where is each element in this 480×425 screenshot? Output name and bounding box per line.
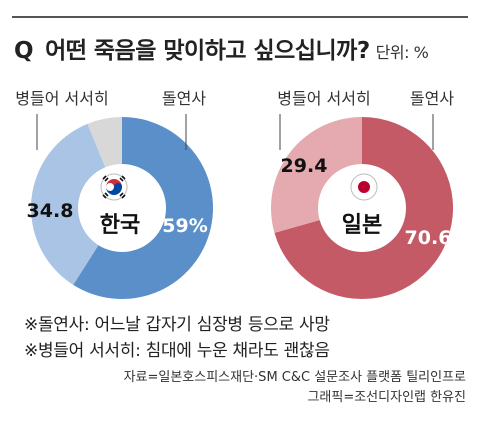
note-sudden-death: ※돌연사: 어느날 갑자기 심장병 등으로 사망	[24, 312, 330, 338]
korea-donut: 한국 59% 34.8 병들어 서서히 돌연사	[15, 89, 213, 299]
korea-legend-sudden: 돌연사	[162, 89, 206, 108]
source-line: 자료=일본호스피스재단·SM C&C 설문조사 플랫폼 틸리인프로	[124, 368, 466, 388]
notes-block: ※돌연사: 어느날 갑자기 심장병 등으로 사망 ※병들어 서서히: 침대에 누…	[24, 312, 330, 364]
japan-sudden-value: 70.6	[405, 227, 452, 249]
korea-flag-icon	[101, 174, 127, 200]
korea-gradual-value: 34.8	[27, 200, 74, 222]
japan-legend-sudden: 돌연사	[410, 89, 454, 108]
korea-country-label: 한국	[100, 213, 140, 238]
japan-legend-gradual: 병들어 서서히	[277, 89, 370, 108]
korea-sudden-value: 59%	[162, 215, 207, 237]
graphic-credit: 그래픽=조선디자인랩 한유진	[124, 388, 466, 408]
japan-country-label: 일본	[342, 213, 382, 238]
note-gradual-illness: ※병들어 서서히: 침대에 누운 채라도 괜찮음	[24, 338, 330, 364]
japan-gradual-value: 29.4	[281, 155, 328, 177]
korea-legend-gradual: 병들어 서서히	[15, 89, 108, 108]
source-block: 자료=일본호스피스재단·SM C&C 설문조사 플랫폼 틸리인프로 그래픽=조선…	[124, 368, 466, 408]
japan-donut: 일본 70.6 29.4 병들어 서서히 돌연사	[271, 89, 454, 299]
japan-flag-icon	[351, 174, 377, 200]
